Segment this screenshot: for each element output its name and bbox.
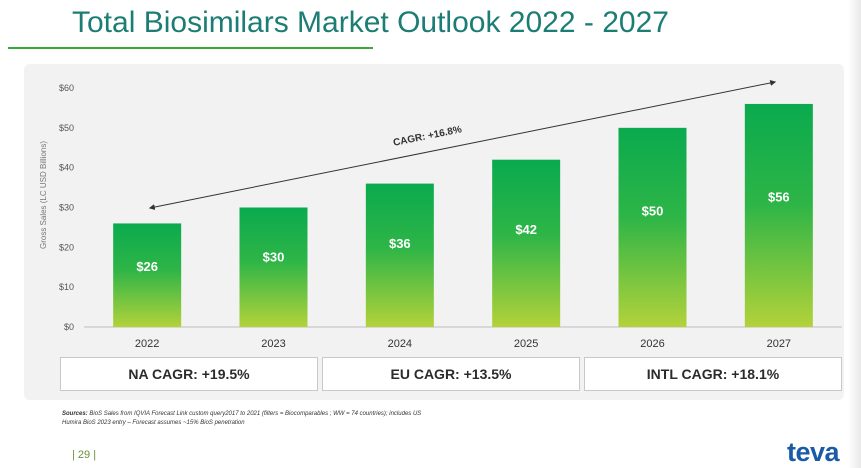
y-tick-label: $30 [59, 203, 74, 213]
y-axis-label: Gross Sales (LC USD Billions) [39, 141, 48, 249]
data-label: $26 [136, 259, 158, 274]
bar-2023 [239, 207, 308, 327]
y-tick-label: $20 [59, 242, 74, 252]
page-number: | 29 | [72, 449, 97, 461]
data-label: $42 [515, 222, 537, 237]
x-tick-label: 2023 [261, 338, 285, 350]
y-tick-label: $50 [59, 123, 74, 133]
bar-chart: Gross Sales (LC USD Billions) $0 $10 $20 $3… [39, 80, 842, 350]
data-label: $30 [263, 250, 285, 265]
x-tick-label: 2022 [135, 338, 159, 350]
x-tick-label: 2025 [514, 338, 538, 350]
y-tick-label: $0 [64, 322, 74, 332]
na-cagr-box: NA CAGR: +19.5% [60, 357, 318, 391]
sources-text: BioS Sales from IQVIA Forecast Link cust… [62, 411, 422, 426]
cagr-annotation: CAGR: +16.8% [392, 124, 463, 149]
slide-edge-shadow [848, 0, 861, 468]
intl-cagr-box: INTL CAGR: +18.1% [584, 357, 842, 391]
x-tick-label: 2026 [640, 338, 664, 350]
bar-2022 [113, 223, 182, 327]
title-underline [8, 47, 373, 49]
bar-2026 [618, 127, 687, 327]
data-label: $50 [642, 203, 664, 218]
teva-logo: teva [787, 437, 840, 467]
y-tick-label: $60 [59, 83, 74, 93]
y-tick-label: $10 [59, 282, 74, 292]
cagr-arrow [148, 80, 777, 210]
data-label: $36 [389, 236, 411, 251]
bar-2027 [744, 103, 813, 327]
data-label: $56 [768, 190, 790, 205]
bar-2025 [492, 159, 561, 327]
x-tick-label: 2027 [767, 338, 791, 350]
bar-2024 [365, 183, 434, 327]
sources-note: Sources: BioS Sales from IQVIA Forecast … [62, 410, 442, 428]
eu-cagr-box: EU CAGR: +13.5% [322, 357, 580, 391]
sources-label: Sources: [62, 411, 88, 417]
page-title: Total Biosimilars Market Outlook 2022 - … [72, 6, 669, 39]
y-tick-label: $40 [59, 163, 74, 173]
x-tick-label: 2024 [388, 338, 412, 350]
